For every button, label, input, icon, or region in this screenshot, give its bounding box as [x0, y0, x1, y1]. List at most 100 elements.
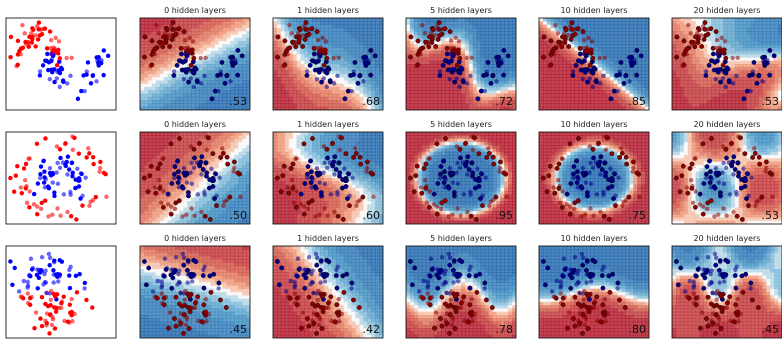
data-point — [46, 60, 52, 65]
data-point — [457, 84, 462, 90]
data-point — [73, 185, 78, 191]
data-point — [190, 279, 195, 284]
data-point — [479, 171, 485, 177]
data-point — [48, 37, 54, 43]
data-point — [309, 169, 314, 175]
data-point — [43, 58, 48, 63]
data-point — [607, 289, 613, 295]
data-point — [191, 70, 196, 75]
data-point — [713, 255, 719, 261]
data-point — [172, 164, 178, 169]
data-point — [176, 301, 182, 307]
data-point — [213, 171, 219, 177]
data-point — [621, 199, 626, 204]
data-point — [341, 289, 347, 295]
panel-r2-c1 — [5, 131, 117, 225]
data-point — [174, 62, 180, 68]
data-point — [450, 212, 455, 217]
data-point — [723, 84, 728, 90]
data-point — [438, 175, 443, 181]
data-point — [482, 286, 487, 291]
data-point — [306, 323, 312, 329]
data-point — [483, 175, 488, 180]
data-point — [413, 173, 419, 179]
data-point — [617, 297, 622, 303]
data-point — [589, 279, 594, 284]
data-point — [49, 322, 55, 328]
data-point — [149, 52, 155, 57]
data-point — [209, 96, 215, 102]
data-point — [674, 259, 679, 264]
data-point — [152, 185, 158, 190]
data-point — [157, 185, 163, 191]
data-point — [225, 161, 231, 167]
data-point — [282, 52, 288, 57]
data-point — [8, 175, 13, 181]
data-point — [722, 39, 728, 44]
data-point — [65, 209, 70, 215]
data-point — [743, 271, 749, 277]
data-point — [696, 27, 702, 33]
data-point — [728, 141, 734, 147]
data-point — [10, 282, 15, 287]
data-point — [73, 273, 79, 279]
data-point — [281, 63, 286, 69]
data-point — [298, 191, 304, 197]
data-point — [301, 211, 307, 217]
data-point — [293, 300, 298, 306]
data-point — [634, 72, 640, 78]
data-point — [42, 26, 48, 31]
data-point — [76, 151, 82, 156]
data-point — [551, 185, 557, 190]
data-point — [566, 44, 572, 49]
data-point — [451, 258, 457, 264]
data-point — [736, 318, 741, 324]
data-point — [568, 181, 574, 186]
data-point — [25, 291, 30, 296]
data-point — [580, 330, 585, 336]
data-point — [433, 33, 438, 38]
data-point — [689, 39, 694, 45]
data-point — [719, 35, 724, 41]
data-point — [309, 26, 315, 32]
data-point — [713, 170, 719, 176]
data-point — [300, 44, 306, 49]
data-point — [558, 285, 563, 290]
panel-title: 1 hidden layers — [297, 120, 359, 129]
data-point — [339, 311, 344, 317]
data-point — [603, 318, 608, 324]
data-point — [185, 272, 190, 277]
score-label: .50 — [230, 209, 248, 222]
data-point — [316, 322, 322, 328]
data-point — [590, 146, 596, 152]
data-point — [25, 279, 30, 285]
data-point — [605, 135, 610, 141]
data-point — [617, 72, 622, 78]
data-point — [290, 178, 295, 183]
data-point — [717, 258, 723, 264]
data-point — [423, 39, 428, 45]
data-point — [314, 76, 319, 82]
data-point — [579, 59, 585, 65]
data-point — [630, 165, 636, 171]
data-point — [448, 297, 454, 302]
data-point — [305, 206, 311, 212]
data-point — [331, 81, 337, 86]
data-point — [615, 88, 620, 94]
data-point — [470, 147, 476, 152]
data-point — [57, 59, 62, 64]
data-point — [767, 170, 773, 176]
data-point — [689, 185, 695, 191]
data-point — [743, 178, 748, 183]
data-point — [324, 55, 330, 61]
data-point — [32, 325, 37, 331]
data-point — [541, 34, 547, 40]
data-point — [584, 258, 590, 264]
data-point — [559, 300, 564, 306]
data-point — [712, 59, 718, 65]
data-point — [293, 204, 299, 210]
data-point — [29, 294, 34, 300]
data-point — [302, 204, 307, 209]
data-point — [304, 69, 310, 74]
data-point — [728, 318, 733, 324]
